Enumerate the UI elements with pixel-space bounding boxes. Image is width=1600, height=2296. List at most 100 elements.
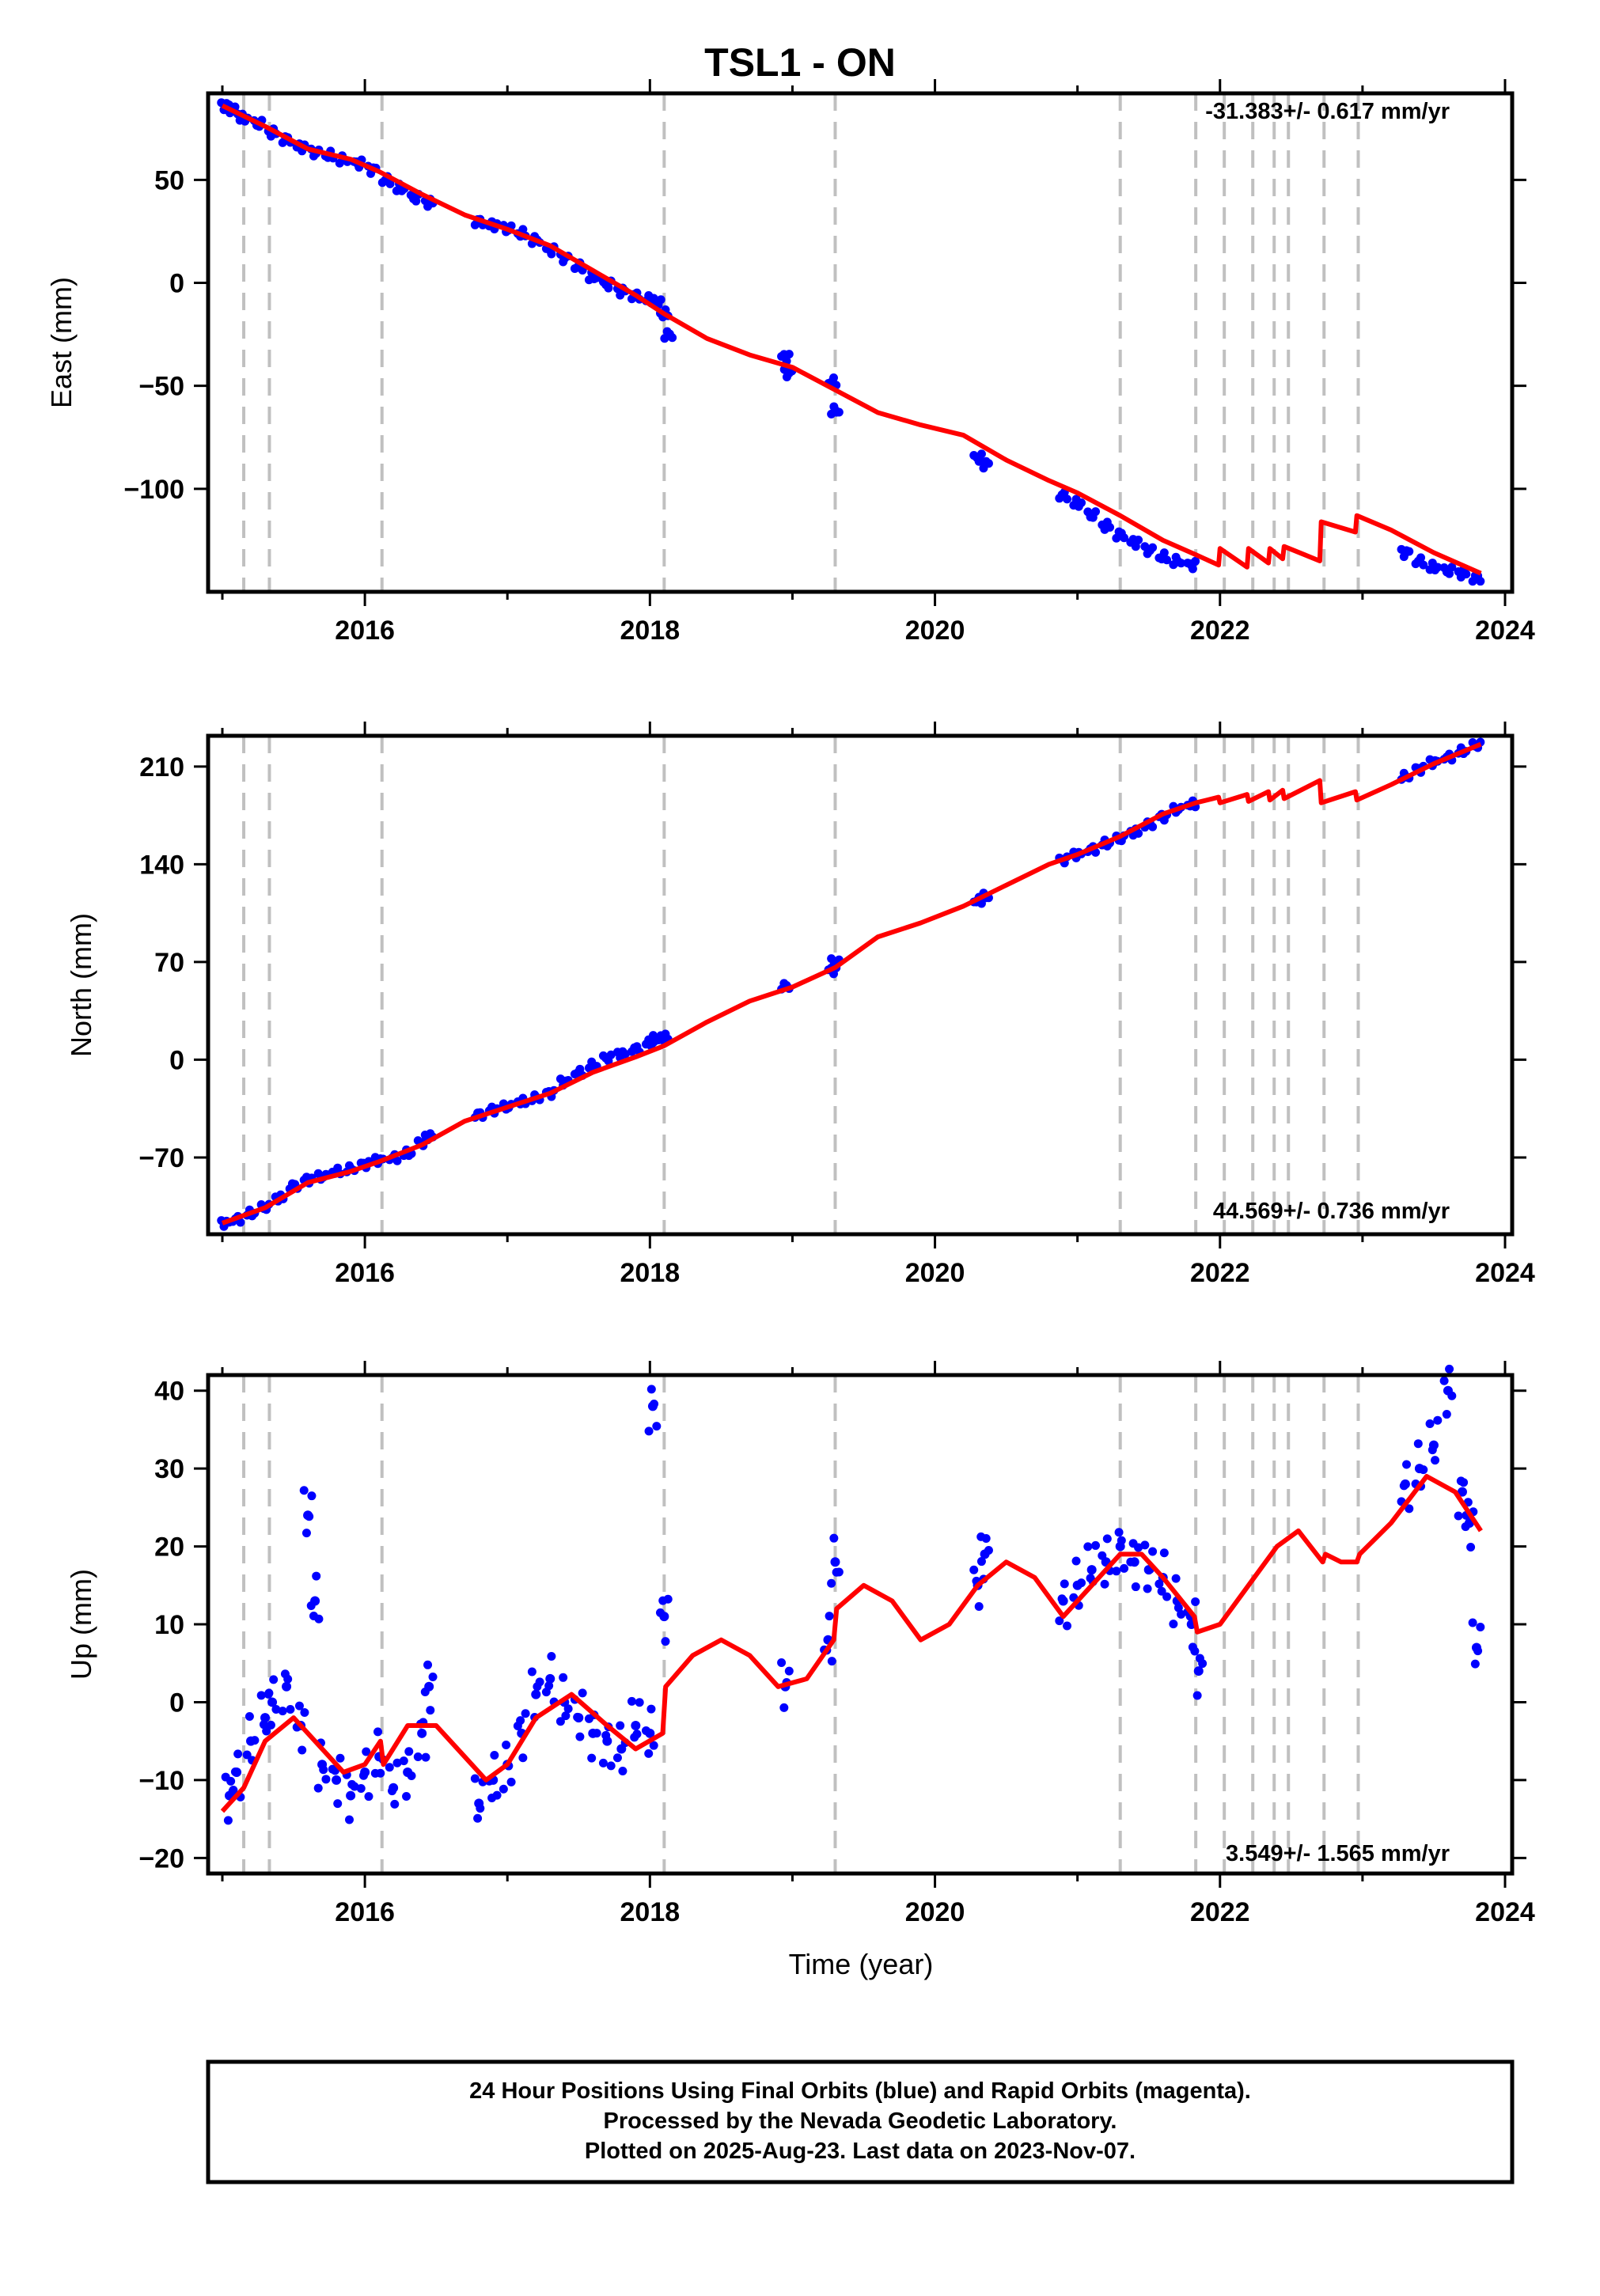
data-point	[661, 1637, 670, 1646]
data-point	[282, 1681, 292, 1692]
data-point	[407, 1771, 416, 1781]
data-point	[635, 1698, 644, 1707]
data-point	[1063, 1621, 1072, 1631]
data-point	[283, 1674, 293, 1684]
data-point	[547, 1652, 556, 1661]
data-point	[506, 1777, 516, 1786]
data-point	[981, 1533, 991, 1543]
footer-line-2: Processed by the Nevada Geodetic Laborat…	[604, 2108, 1117, 2134]
data-point	[1190, 1646, 1200, 1656]
data-point	[266, 1720, 275, 1730]
data-point	[1191, 556, 1200, 566]
y-tick-label: 210	[139, 752, 184, 782]
data-point	[301, 1529, 311, 1538]
data-point	[346, 1790, 356, 1801]
data-point	[1461, 1522, 1470, 1532]
y-tick-label: −70	[138, 1143, 184, 1173]
data-point	[267, 1697, 278, 1707]
data-point	[1454, 1511, 1463, 1521]
y-tick-label: 0	[169, 1045, 184, 1075]
y-tick-label: 0	[169, 1688, 184, 1718]
data-point	[305, 1512, 314, 1521]
data-point	[1476, 577, 1485, 586]
data-point	[1148, 822, 1158, 832]
data-point	[385, 179, 395, 188]
footer-line-1: 24 Hour Positions Using Final Orbits (bl…	[469, 2078, 1251, 2104]
data-point	[612, 1753, 622, 1763]
data-point	[1473, 1646, 1483, 1656]
x-axis-label: Time (year)	[789, 1948, 934, 1980]
data-point	[1169, 1620, 1178, 1629]
data-point	[1447, 1391, 1457, 1400]
x-tick-label: 2016	[335, 616, 395, 646]
data-point	[779, 1703, 789, 1712]
data-point	[1162, 555, 1172, 565]
data-point	[286, 1704, 295, 1714]
data-point	[1057, 1594, 1067, 1604]
data-point	[1402, 1460, 1412, 1469]
model-line	[220, 1474, 1483, 1813]
data-point	[573, 1712, 582, 1722]
data-point	[476, 1804, 485, 1813]
data-point	[1442, 1410, 1451, 1419]
rate-label: -31.383+/- 0.617 mm/yr	[1205, 99, 1450, 124]
data-point	[601, 1730, 611, 1740]
data-point	[1447, 563, 1457, 572]
data-point	[825, 1612, 834, 1621]
data-point	[499, 1784, 508, 1794]
y-tick-label: 30	[154, 1454, 184, 1484]
data-point	[358, 1771, 368, 1780]
data-point	[1445, 1364, 1454, 1373]
x-tick-label: 2020	[905, 1258, 965, 1288]
data-point	[1112, 1567, 1121, 1576]
data-point	[827, 1578, 836, 1588]
data-point	[555, 1717, 565, 1726]
data-point	[655, 1608, 665, 1617]
data-point	[411, 196, 421, 206]
data-point	[278, 1707, 287, 1716]
data-point	[1120, 1563, 1129, 1573]
data-point	[606, 1761, 616, 1771]
data-point	[356, 1784, 366, 1794]
data-point	[236, 1218, 245, 1227]
data-point	[1159, 1548, 1169, 1558]
data-point	[1159, 548, 1169, 558]
data-point	[976, 1557, 986, 1567]
data-point	[1055, 1616, 1064, 1626]
y-tick-label: −20	[138, 1843, 184, 1874]
up-panel: −20 −10 0 10 20 30 40 2016 2018 2020 2022 2024 Up (m…	[65, 1361, 1535, 1927]
data-point	[423, 1660, 433, 1669]
data-point	[1193, 1666, 1204, 1677]
y-tick-label: 10	[154, 1610, 184, 1640]
data-point	[1177, 559, 1186, 568]
data-point	[269, 1675, 279, 1684]
data-point	[974, 1602, 984, 1612]
data-point	[1100, 1579, 1109, 1589]
data-point	[226, 1776, 236, 1786]
data-point	[1425, 1419, 1435, 1429]
data-point	[420, 1687, 430, 1696]
data-point	[618, 1766, 627, 1775]
data-point	[228, 1786, 237, 1796]
x-tick-label: 2018	[620, 1897, 681, 1927]
data-point	[245, 1711, 254, 1721]
data-point	[470, 1774, 480, 1783]
data-point	[563, 1704, 573, 1714]
data-point	[298, 1745, 307, 1755]
data-point	[1120, 533, 1129, 543]
data-point	[385, 1763, 394, 1772]
data-point	[242, 1750, 252, 1760]
data-point	[1091, 507, 1101, 517]
data-point	[319, 1765, 328, 1775]
data-point	[473, 1813, 483, 1823]
data-point	[1462, 570, 1471, 579]
data-point	[332, 1775, 342, 1785]
data-point	[631, 1720, 641, 1730]
data-point	[1439, 1376, 1449, 1385]
data-point	[535, 1677, 544, 1687]
y-tick-label: 20	[154, 1533, 184, 1563]
y-tick-label: −50	[138, 372, 184, 402]
data-point	[1419, 560, 1428, 570]
data-point	[399, 1756, 408, 1766]
data-point	[984, 459, 993, 468]
